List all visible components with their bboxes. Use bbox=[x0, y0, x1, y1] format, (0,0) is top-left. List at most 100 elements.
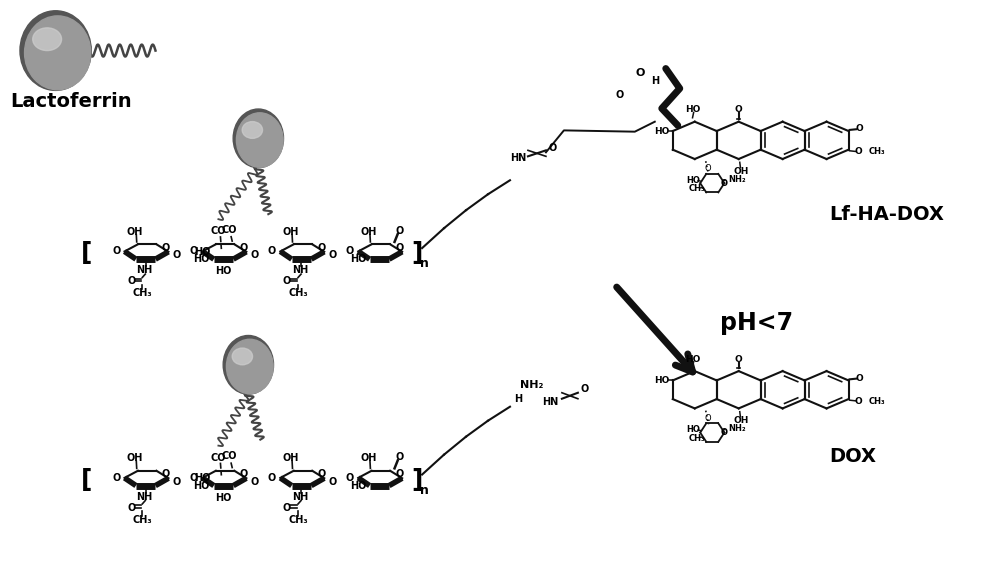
Text: O: O bbox=[395, 469, 403, 480]
Text: O: O bbox=[635, 68, 644, 77]
Text: HO: HO bbox=[350, 254, 367, 264]
Text: HO: HO bbox=[194, 473, 211, 483]
Text: OH: OH bbox=[360, 453, 377, 464]
Text: O: O bbox=[250, 250, 258, 260]
Text: HO: HO bbox=[685, 354, 700, 364]
Text: O: O bbox=[705, 414, 712, 423]
Ellipse shape bbox=[226, 339, 273, 394]
Text: Lactoferrin: Lactoferrin bbox=[11, 92, 132, 112]
Text: O: O bbox=[549, 143, 557, 153]
Text: O: O bbox=[721, 428, 728, 438]
Text: NH: NH bbox=[137, 265, 153, 275]
Text: NH₂: NH₂ bbox=[728, 175, 746, 184]
Text: O: O bbox=[112, 473, 120, 483]
Text: HO: HO bbox=[685, 105, 700, 114]
Text: O: O bbox=[161, 469, 170, 480]
Text: ]: ] bbox=[411, 468, 422, 491]
Text: OH: OH bbox=[733, 166, 749, 176]
Text: NH: NH bbox=[137, 491, 153, 502]
Text: HN: HN bbox=[510, 153, 526, 164]
Text: O: O bbox=[346, 246, 354, 257]
Text: O: O bbox=[856, 374, 863, 383]
Text: O: O bbox=[172, 476, 181, 487]
Text: O: O bbox=[616, 91, 624, 101]
Text: CO: CO bbox=[222, 225, 237, 235]
Text: O: O bbox=[190, 246, 198, 257]
Text: O: O bbox=[190, 473, 198, 483]
Text: O: O bbox=[856, 124, 863, 134]
Ellipse shape bbox=[242, 121, 263, 138]
Text: O: O bbox=[735, 354, 743, 364]
Text: CO: CO bbox=[211, 226, 226, 236]
Text: CH₃: CH₃ bbox=[688, 184, 705, 193]
Text: O: O bbox=[250, 476, 258, 487]
Ellipse shape bbox=[33, 28, 62, 50]
Text: [: [ bbox=[81, 241, 92, 265]
Text: HN: HN bbox=[542, 397, 558, 407]
Text: O: O bbox=[328, 476, 336, 487]
Text: O: O bbox=[346, 473, 354, 483]
Ellipse shape bbox=[232, 348, 253, 365]
Text: CH₃: CH₃ bbox=[132, 288, 152, 298]
Text: O: O bbox=[127, 502, 135, 513]
Text: O: O bbox=[283, 502, 291, 513]
Text: O: O bbox=[395, 243, 403, 253]
Text: O: O bbox=[268, 473, 276, 483]
Text: O: O bbox=[721, 179, 728, 188]
Text: HO: HO bbox=[193, 254, 210, 264]
Text: O: O bbox=[239, 243, 247, 253]
Text: HO: HO bbox=[654, 376, 669, 385]
Text: O: O bbox=[112, 246, 120, 257]
Text: n: n bbox=[420, 257, 429, 270]
Text: O: O bbox=[705, 164, 712, 173]
Text: HO: HO bbox=[686, 425, 700, 434]
Text: OH: OH bbox=[283, 453, 299, 464]
Ellipse shape bbox=[20, 11, 91, 90]
Text: CH₃: CH₃ bbox=[868, 397, 885, 406]
Text: O: O bbox=[317, 243, 325, 253]
Text: Lf-HA-DOX: Lf-HA-DOX bbox=[830, 205, 944, 224]
Text: O: O bbox=[581, 384, 589, 394]
Text: OH: OH bbox=[283, 227, 299, 237]
Text: CO: CO bbox=[211, 453, 226, 462]
Text: O: O bbox=[395, 452, 403, 462]
Text: NH: NH bbox=[292, 265, 309, 275]
Text: O: O bbox=[735, 105, 743, 114]
Text: NH₂: NH₂ bbox=[728, 424, 746, 434]
Text: HO: HO bbox=[193, 480, 210, 491]
Text: HO: HO bbox=[215, 492, 232, 502]
Text: H: H bbox=[651, 76, 659, 86]
Text: OH: OH bbox=[733, 416, 749, 425]
Text: O: O bbox=[328, 250, 336, 260]
Text: H: H bbox=[514, 394, 522, 404]
Text: O: O bbox=[161, 243, 170, 253]
Text: n: n bbox=[420, 484, 429, 497]
Text: CH₃: CH₃ bbox=[288, 515, 308, 525]
Ellipse shape bbox=[25, 16, 91, 90]
Text: ]: ] bbox=[411, 241, 422, 265]
Text: DOX: DOX bbox=[830, 447, 877, 466]
Ellipse shape bbox=[233, 109, 284, 168]
Text: HO: HO bbox=[686, 176, 700, 185]
Text: OH: OH bbox=[127, 227, 143, 237]
Text: O: O bbox=[283, 276, 291, 286]
Text: CH₃: CH₃ bbox=[688, 434, 705, 443]
Text: pH<7: pH<7 bbox=[720, 311, 793, 335]
Text: O: O bbox=[239, 469, 247, 480]
Text: CH₃: CH₃ bbox=[868, 147, 885, 157]
Text: O: O bbox=[127, 276, 135, 286]
Text: NH: NH bbox=[292, 491, 309, 502]
Text: O: O bbox=[268, 246, 276, 257]
Text: OH: OH bbox=[127, 453, 143, 464]
Text: O: O bbox=[395, 226, 403, 236]
Text: CO: CO bbox=[222, 451, 237, 461]
Ellipse shape bbox=[223, 335, 274, 394]
Text: HO: HO bbox=[215, 266, 232, 276]
Text: HO: HO bbox=[350, 480, 367, 491]
Text: O: O bbox=[317, 469, 325, 480]
Text: HO: HO bbox=[654, 127, 669, 135]
Text: O: O bbox=[855, 397, 862, 406]
Text: CH₃: CH₃ bbox=[288, 288, 308, 298]
Text: OH: OH bbox=[360, 227, 377, 237]
Text: HO: HO bbox=[194, 247, 211, 257]
